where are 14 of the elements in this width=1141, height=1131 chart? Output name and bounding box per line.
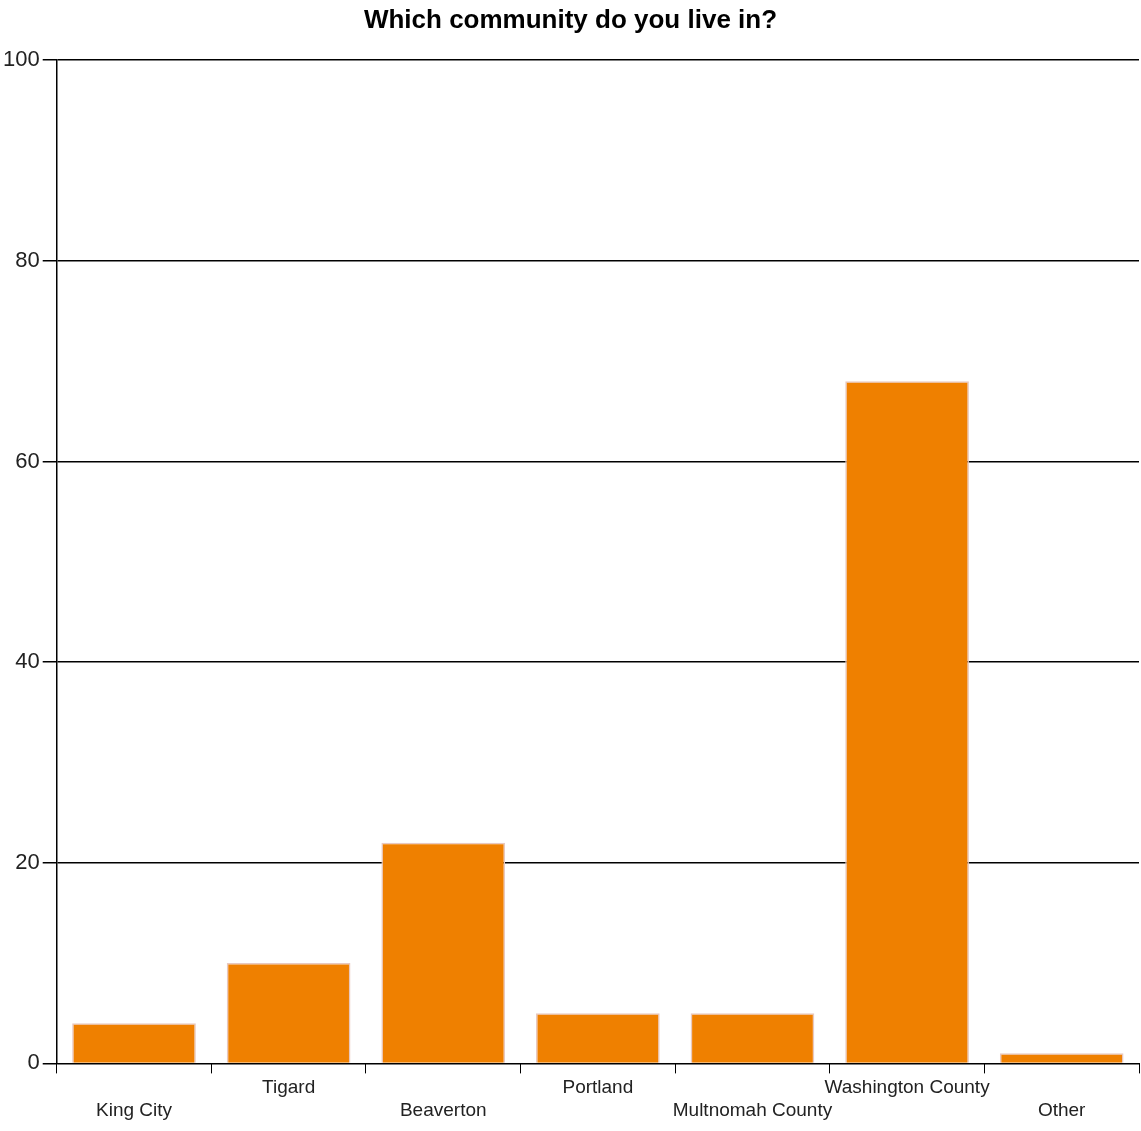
x-tick-label: Other: [1037, 1098, 1087, 1120]
x-tick-label: Portland: [562, 1076, 634, 1098]
chart-title: Which community do you live in?: [362, 4, 779, 36]
x-tick-label: King City: [96, 1098, 173, 1120]
x-tick-label: Tigard: [262, 1076, 316, 1098]
y-tick-label: 80: [15, 246, 40, 272]
y-tick-label: 0: [27, 1049, 40, 1075]
y-tick-label: 20: [15, 848, 40, 874]
x-tick-label: Multnomah County: [672, 1098, 833, 1120]
y-tick-label: 40: [15, 648, 40, 674]
x-tick-label: Beaverton: [399, 1098, 487, 1120]
y-tick-label: 60: [15, 447, 40, 473]
y-tick-label: 100: [2, 46, 40, 72]
x-tick-label: Washington County: [824, 1076, 991, 1098]
